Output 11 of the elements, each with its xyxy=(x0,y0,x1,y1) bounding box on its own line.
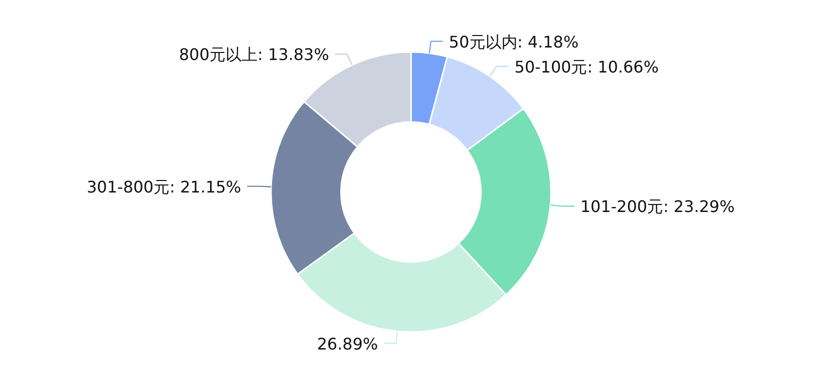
data-label: : 23.29% xyxy=(663,197,735,216)
slice-label: 800元以上 xyxy=(178,45,258,64)
slice-label: 50元以内 xyxy=(448,32,518,52)
slice-label: 101-200元 xyxy=(580,197,664,216)
data-label: : 13.83% xyxy=(258,45,330,64)
data-label: : 21.15% xyxy=(170,177,242,196)
data-label: : 10.66% xyxy=(587,57,659,76)
slice-label: 50-100元 xyxy=(514,57,588,76)
data-label: : 4.18% xyxy=(517,32,579,52)
slice-label: 301-800元 xyxy=(86,177,170,196)
data-label: 26.89% xyxy=(316,334,378,354)
